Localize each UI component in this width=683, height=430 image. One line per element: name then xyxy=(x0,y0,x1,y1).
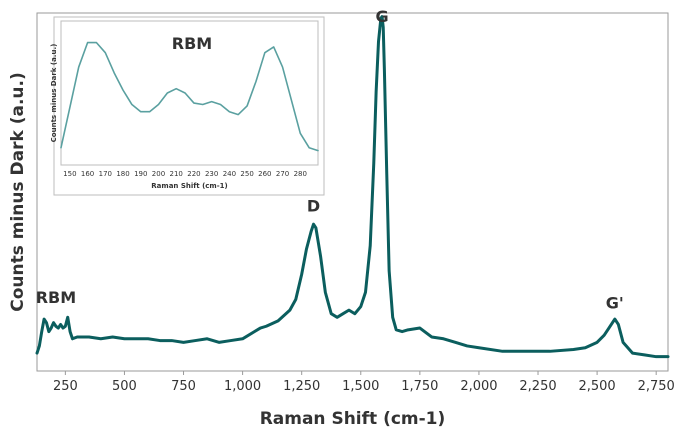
x-tick-label: 1,250 xyxy=(283,379,320,394)
inset-x-axis-title: Raman Shift (cm-1) xyxy=(151,182,227,190)
inset-x-tick-label: 250 xyxy=(240,170,253,178)
x-tick-label: 750 xyxy=(171,379,196,394)
inset-x-tick-label: 160 xyxy=(81,170,94,178)
x-tick-label: 1,750 xyxy=(401,379,438,394)
x-axis-title: Raman Shift (cm-1) xyxy=(260,409,446,429)
inset-x-tick-label: 260 xyxy=(258,170,271,178)
inset-x-tick-label: 150 xyxy=(63,170,76,178)
inset-y-axis-title: Counts minus Dark (a.u.) xyxy=(50,44,58,143)
x-tick-label: 500 xyxy=(112,379,137,394)
inset-x-tick-label: 170 xyxy=(99,170,112,178)
inset-title: RBM xyxy=(172,34,212,53)
x-tick-label: 2,000 xyxy=(460,379,497,394)
peak-label: G' xyxy=(606,293,624,312)
main-x-ticks: 250 500 750 1,000 1,250 1,500 1,750 2,000 2,250 2… xyxy=(53,371,675,394)
inset-x-tick-label: 230 xyxy=(205,170,218,178)
x-tick-label: 2,750 xyxy=(638,379,675,394)
peak-annotations: RBM D G G' xyxy=(36,7,624,312)
inset-x-tick-label: 280 xyxy=(294,170,307,178)
inset-series xyxy=(60,41,319,152)
inset-x-tick-label: 180 xyxy=(116,170,129,178)
inset-x-tick-label: 200 xyxy=(152,170,165,178)
inset-x-tick-label: 270 xyxy=(276,170,289,178)
inset-x-tick-label: 190 xyxy=(134,170,147,178)
spectrum-line xyxy=(35,15,670,359)
x-tick-label: 2,500 xyxy=(578,379,615,394)
x-tick-label: 2,250 xyxy=(519,379,556,394)
inset-x-tick-label: 240 xyxy=(223,170,236,178)
main-series xyxy=(35,15,670,359)
x-tick-label: 250 xyxy=(53,379,78,394)
y-axis-title: Counts minus Dark (a.u.) xyxy=(8,72,28,312)
inset-x-ticks: 150 160 170 180 190 200 210 220 230 240 250 260 270 2… xyxy=(63,170,307,178)
peak-label: D xyxy=(307,197,320,216)
inset-x-tick-label: 210 xyxy=(170,170,183,178)
inset-x-tick-label: 220 xyxy=(187,170,200,178)
rbm-inset: 150 160 170 180 190 200 210 220 230 240 250 260 270 2… xyxy=(50,16,325,196)
peak-label: RBM xyxy=(36,288,76,307)
x-tick-label: 1,000 xyxy=(224,379,261,394)
inset-plot-frame xyxy=(60,20,319,166)
x-tick-label: 1,500 xyxy=(342,379,379,394)
peak-label: G xyxy=(375,7,388,26)
main-plot-frame xyxy=(36,12,669,372)
rbm-spectrum-line xyxy=(60,41,319,152)
